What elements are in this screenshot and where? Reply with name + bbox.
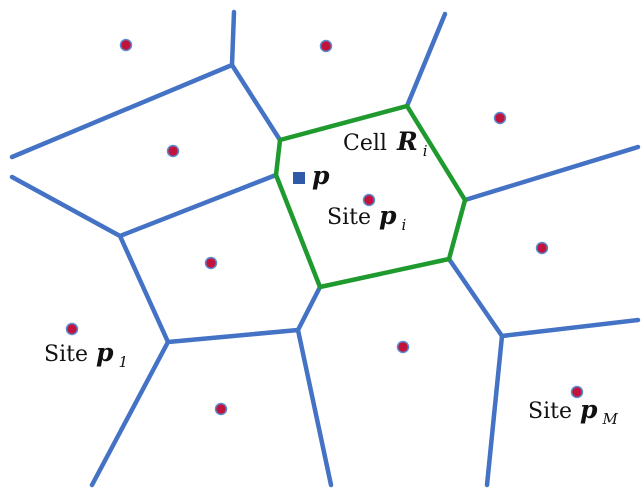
site-marker [396,340,410,354]
voronoi-edge [229,9,237,68]
site-marker [319,39,333,53]
site-marker [214,402,228,416]
site-marker [119,38,133,52]
site-m-label: Site p M [528,395,618,428]
site-marker [570,385,584,399]
cell-label: Cell R i [343,127,428,160]
site-i-label: Site p i [327,201,406,234]
voronoi-edge [484,333,505,488]
query-point-label: p [312,161,330,190]
voronoi-edge [9,62,283,160]
voronoi-sites [65,38,584,416]
cell-ri-boundary [273,103,468,290]
voronoi-edge [117,233,323,345]
voronoi-edge [9,172,279,239]
site-marker [362,193,376,207]
voronoi-edge [89,339,171,488]
site-1-label: Site p 1 [44,338,128,371]
voronoi-edge [404,11,448,109]
site-marker [535,241,549,255]
voronoi-edge [295,327,334,488]
site-marker [166,144,180,158]
site-marker [204,256,218,270]
site-marker [65,322,79,336]
query-point-marker [293,172,305,184]
site-marker [493,111,507,125]
voronoi-edges [9,9,641,488]
voronoi-edge [462,144,641,203]
voronoi-edge [446,256,641,339]
